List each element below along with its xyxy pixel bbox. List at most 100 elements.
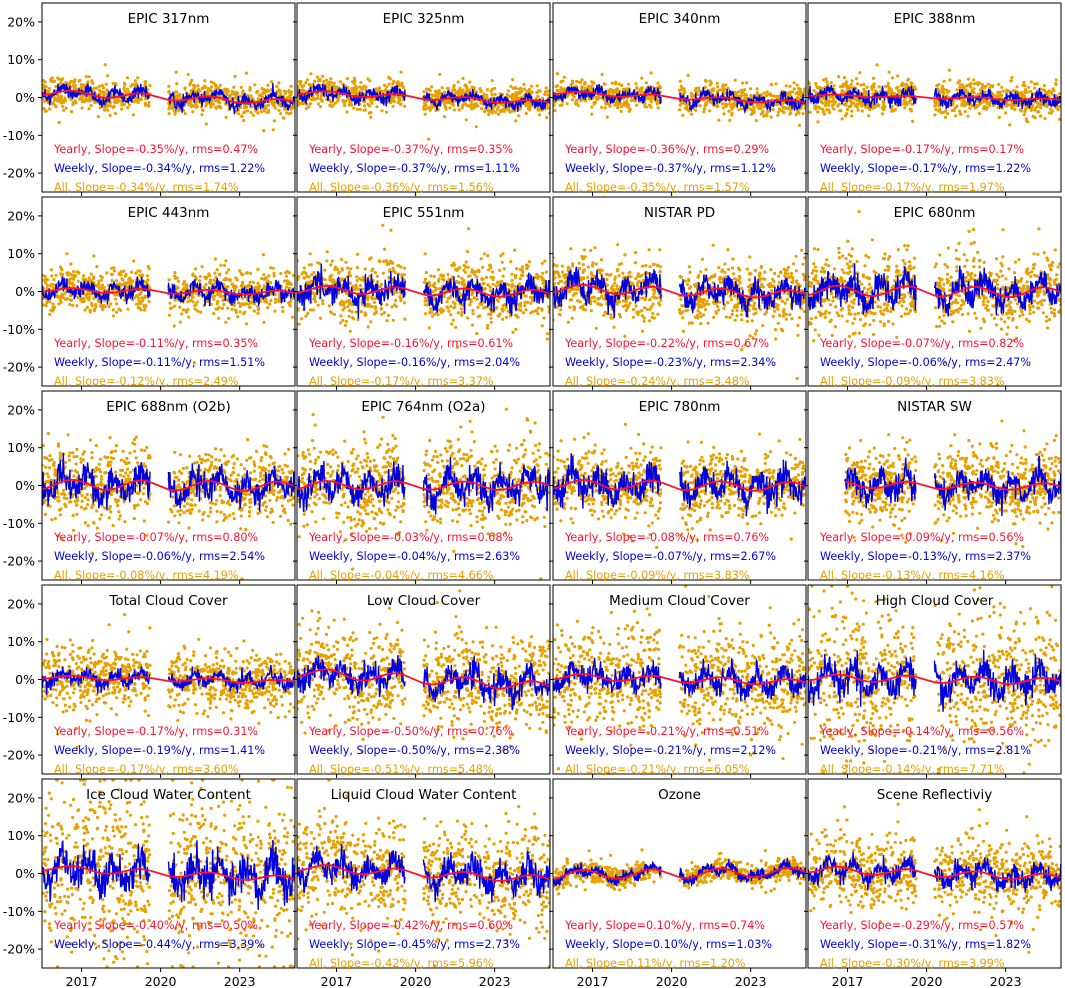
all-point — [237, 301, 241, 305]
all-point — [297, 85, 300, 89]
all-point — [287, 286, 292, 290]
all-point — [529, 84, 534, 88]
all-point — [430, 102, 434, 107]
all-point — [903, 106, 907, 110]
all-point — [644, 81, 649, 85]
all-point — [423, 277, 427, 281]
all-point — [611, 89, 615, 93]
all-point — [191, 88, 195, 92]
all-point — [224, 277, 228, 281]
yearly-gap-connector — [149, 94, 169, 101]
all-point — [284, 271, 288, 275]
all-point — [441, 100, 445, 104]
all-point — [98, 106, 102, 110]
all-point — [262, 320, 266, 324]
all-point — [288, 300, 293, 304]
all-point — [506, 309, 510, 313]
all-point — [110, 272, 114, 277]
all-point — [67, 281, 71, 285]
all-point — [616, 106, 620, 110]
all-point — [1046, 91, 1050, 95]
all-point — [192, 83, 196, 87]
all-point — [562, 75, 567, 79]
all-point — [886, 81, 890, 85]
all-point — [79, 297, 83, 302]
all-point — [130, 270, 134, 274]
all-point — [178, 305, 182, 309]
all-point — [99, 286, 103, 290]
all-point — [242, 106, 246, 110]
all-point — [477, 270, 481, 274]
all-point — [313, 79, 317, 83]
all-point — [593, 100, 598, 105]
all-point — [216, 299, 220, 303]
all-point — [277, 108, 281, 112]
all-point — [333, 85, 338, 89]
all-point — [59, 95, 64, 99]
all-point — [208, 102, 212, 106]
all-point — [941, 110, 946, 115]
all-point — [462, 101, 466, 105]
all-point — [356, 318, 360, 322]
all-point — [808, 82, 811, 86]
all-point — [942, 79, 946, 83]
all-point — [490, 92, 494, 97]
all-point — [94, 283, 98, 287]
all-point — [256, 267, 260, 271]
all-point — [955, 88, 959, 92]
all-point — [119, 273, 123, 277]
all-point — [689, 91, 693, 95]
all-point — [635, 87, 639, 91]
all-point — [65, 252, 69, 256]
all-point — [461, 76, 465, 80]
yearly-series-line — [297, 90, 406, 98]
all-point — [547, 305, 550, 309]
all-point — [449, 294, 453, 298]
all-point — [490, 79, 494, 83]
all-point — [620, 105, 624, 109]
all-point — [981, 85, 986, 89]
all-point — [499, 108, 503, 112]
all-point — [889, 88, 894, 92]
all-point — [54, 105, 58, 109]
all-point — [385, 85, 389, 89]
all-point — [267, 274, 271, 278]
all-point — [92, 86, 96, 90]
all-point — [147, 299, 151, 304]
all-point — [50, 77, 54, 81]
all-point — [212, 278, 216, 282]
all-point — [367, 111, 371, 115]
all-point — [846, 88, 851, 92]
all-point — [604, 102, 608, 106]
all-point — [910, 102, 914, 106]
all-point — [126, 307, 130, 311]
weekly-stats-label: Weekly, Slope=-0.11%/y, rms=1.51% — [54, 356, 265, 369]
all-point — [449, 304, 453, 308]
all-point — [962, 85, 966, 89]
all-point — [174, 96, 178, 100]
all-point — [387, 82, 391, 86]
all-point — [749, 93, 753, 97]
all-point — [385, 319, 389, 323]
all-point — [68, 81, 72, 85]
all-point — [882, 103, 886, 108]
all-point — [271, 266, 275, 270]
all-point — [731, 104, 735, 108]
all-point — [270, 80, 274, 84]
all-point — [136, 76, 140, 80]
all-point — [382, 259, 386, 264]
all-point — [380, 109, 384, 113]
all-point — [681, 113, 685, 117]
all-point — [354, 310, 358, 314]
all-point — [460, 106, 464, 110]
all-point — [337, 291, 341, 295]
all-point — [607, 102, 611, 106]
all-point — [645, 95, 650, 99]
all-point — [933, 113, 937, 117]
all-point — [213, 271, 217, 275]
all-point — [450, 322, 454, 326]
all-point — [320, 91, 324, 96]
all-point — [225, 93, 229, 97]
all-point — [914, 87, 918, 91]
